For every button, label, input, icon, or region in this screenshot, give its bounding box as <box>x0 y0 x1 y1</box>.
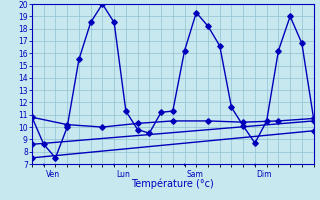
Text: Ven: Ven <box>45 170 60 179</box>
Text: Lun: Lun <box>116 170 130 179</box>
Text: Sam: Sam <box>186 170 203 179</box>
X-axis label: Température (°c): Température (°c) <box>132 178 214 189</box>
Text: Dim: Dim <box>257 170 272 179</box>
